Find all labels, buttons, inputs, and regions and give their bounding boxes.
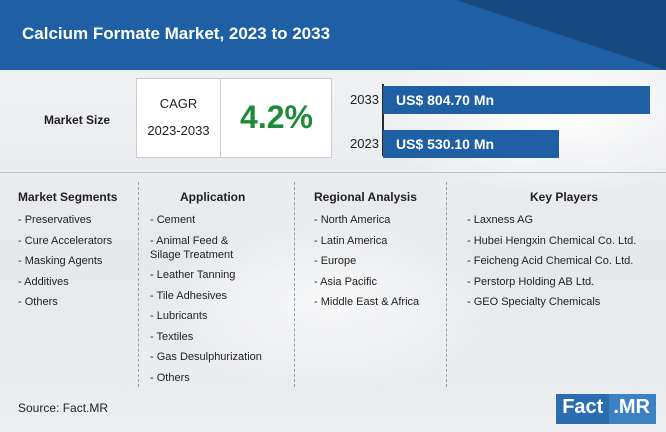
list-item: - Tile Adhesives <box>150 289 228 302</box>
cagr-period: 2023-2033 <box>147 123 210 138</box>
list-item: - Hubei Hengxin Chemical Co. Ltd. <box>467 234 637 247</box>
column-items: - Cement - Animal Feed & Silage Treatment… <box>150 213 262 385</box>
column-divider <box>446 182 447 387</box>
list-item: - Others <box>150 371 190 384</box>
bar-year-label: 2033 <box>350 92 379 107</box>
list-item: - Europe <box>314 255 357 267</box>
column-key-players: Key Players - Laxness AG - Hubei Hengxin … <box>467 190 636 316</box>
cagr-label: CAGR <box>159 96 198 111</box>
list-item: - North America <box>314 214 391 226</box>
column-application: Application - Cement - Animal Feed & Sila… <box>150 190 262 391</box>
logo-part-2: .MR <box>609 394 656 424</box>
header-banner: Calcium Formate Market, 2023 to 2033 <box>0 0 666 70</box>
list-item: - GEO Specialty Chemicals <box>467 296 601 308</box>
list-item: - Laxness AG <box>467 214 534 226</box>
list-item: - Lubricants <box>150 310 208 322</box>
column-items: - Laxness AG - Hubei Hengxin Chemical Co.… <box>467 213 636 309</box>
column-title: Application <box>180 190 246 204</box>
bar-chart-axis <box>382 84 384 156</box>
list-item: - Others <box>18 296 58 308</box>
list-item: - Preservatives <box>18 214 92 226</box>
cagr-value: 4.2% <box>240 99 313 135</box>
list-item: - Middle East & Africa <box>314 296 420 308</box>
list-item: - Gas Desulphurization <box>150 351 262 363</box>
column-title: Key Players <box>530 190 599 204</box>
column-title: Regional Analysis <box>314 190 417 204</box>
market-size-label: Market Size <box>44 113 111 127</box>
column-divider <box>294 182 295 387</box>
list-item: - Cure Accelerators <box>18 234 113 247</box>
bar-year-label: 2023 <box>350 136 379 151</box>
factmr-logo: Fact .MR <box>556 394 656 424</box>
list-item: - Latin America <box>314 234 388 247</box>
header-accent <box>456 0 666 70</box>
market-size-bar-chart: 2033 US$ 804.70 Mn 2023 US$ 530.10 Mn <box>340 80 650 160</box>
list-item: - Animal Feed & Silage Treatment <box>150 234 234 261</box>
list-item: - Cement <box>150 214 196 226</box>
list-item: - Textiles <box>150 330 194 343</box>
bar-2033 <box>383 86 650 114</box>
bar-2023 <box>383 130 559 158</box>
list-item: - Additives <box>18 275 69 288</box>
column-divider <box>138 182 139 387</box>
list-item: - Masking Agents <box>18 255 103 267</box>
list-item: - Feicheng Acid Chemical Co. Ltd. <box>467 255 634 267</box>
logo-part-1: Fact <box>556 394 610 424</box>
bar-value-label: US$ 804.70 Mn <box>396 92 495 108</box>
cagr-divider <box>220 79 221 157</box>
source-note: Source: Fact.MR <box>18 401 109 415</box>
bar-value-label: US$ 530.10 Mn <box>396 136 495 152</box>
column-regional-analysis: Regional Analysis - North America - Latin… <box>314 190 419 316</box>
cagr-box: CAGR 2023-2033 4.2% <box>136 78 332 158</box>
list-item: - Leather Tanning <box>150 269 236 281</box>
section-divider <box>0 172 666 173</box>
list-item: - Perstorp Holding AB Ltd. <box>467 275 595 288</box>
column-market-segments: Market Segments - Preservatives - Cure Ac… <box>18 190 117 316</box>
column-items: - Preservatives - Cure Accelerators - Mask… <box>18 213 117 309</box>
page-title: Calcium Formate Market, 2023 to 2033 <box>22 24 331 43</box>
column-title: Market Segments <box>18 190 118 204</box>
list-item: - Asia Pacific <box>314 275 377 288</box>
column-items: - North America - Latin America - Europe - … <box>314 213 419 309</box>
